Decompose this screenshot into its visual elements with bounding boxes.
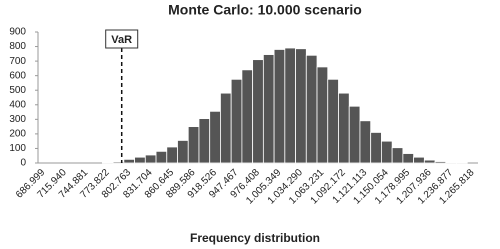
bar — [338, 92, 350, 164]
bar — [381, 140, 393, 164]
y-tick-label: 900 — [9, 27, 26, 38]
bar — [327, 78, 339, 164]
bar — [413, 156, 425, 164]
bar — [359, 120, 372, 164]
bar — [262, 54, 275, 164]
y-tick-label: 0 — [20, 158, 26, 169]
y-tick-label: 100 — [9, 143, 26, 154]
bar — [155, 150, 168, 164]
y-tick-label: 600 — [9, 70, 26, 81]
x-axis-title: Frequency distribution — [190, 231, 320, 245]
bar — [177, 140, 189, 164]
bar — [295, 48, 307, 164]
bar — [198, 118, 211, 164]
bar — [209, 110, 221, 164]
bar — [220, 92, 232, 164]
bar — [445, 161, 457, 164]
bar — [101, 161, 114, 164]
annotation: VaR — [111, 34, 132, 46]
bar — [241, 69, 254, 164]
bar — [187, 126, 200, 164]
bar — [370, 132, 382, 164]
bar — [284, 47, 296, 164]
bar — [230, 78, 243, 164]
bar — [305, 54, 318, 164]
y-tick-label: 700 — [9, 56, 26, 67]
var-box — [105, 29, 139, 49]
bar — [402, 153, 415, 164]
bar — [123, 158, 135, 164]
bar — [434, 161, 447, 164]
bar — [316, 66, 329, 164]
bar — [144, 154, 157, 164]
bar — [391, 147, 404, 164]
bar — [166, 146, 178, 164]
bar — [252, 59, 264, 164]
bar — [273, 49, 286, 164]
chart-title: Monte Carlo: 10.000 scenario — [168, 2, 362, 18]
bar — [423, 159, 436, 164]
bar — [134, 156, 146, 164]
y-tick-label: 400 — [9, 99, 26, 110]
y-tick-label: 200 — [9, 129, 26, 140]
bar — [348, 105, 361, 164]
y-tick-label: 500 — [9, 85, 26, 96]
y-tick-label: 800 — [9, 41, 26, 52]
y-tick-label: 300 — [9, 114, 26, 125]
